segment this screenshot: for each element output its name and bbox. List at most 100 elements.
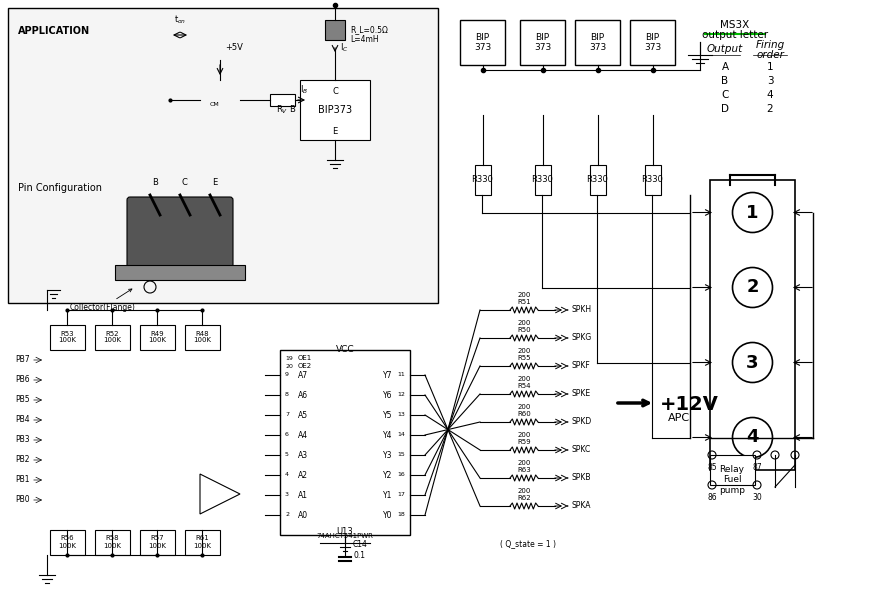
Text: 200: 200 bbox=[517, 292, 531, 298]
Text: R62: R62 bbox=[517, 495, 531, 501]
Text: order: order bbox=[756, 50, 784, 60]
Text: 200: 200 bbox=[517, 432, 531, 438]
Text: 200: 200 bbox=[517, 348, 531, 354]
Text: R330: R330 bbox=[587, 175, 608, 185]
Text: SPKA: SPKA bbox=[572, 501, 591, 510]
Text: R54: R54 bbox=[517, 383, 531, 389]
Text: 74AHCT541PWR: 74AHCT541PWR bbox=[316, 533, 373, 539]
Text: OE1: OE1 bbox=[298, 355, 312, 361]
Text: R59: R59 bbox=[517, 439, 531, 445]
Text: 17: 17 bbox=[397, 492, 405, 498]
Text: R50: R50 bbox=[517, 327, 531, 333]
Text: Y1: Y1 bbox=[382, 491, 392, 500]
Text: Output: Output bbox=[707, 44, 743, 54]
Text: BIP
373: BIP 373 bbox=[589, 33, 606, 52]
Text: ( Q_state = 1 ): ( Q_state = 1 ) bbox=[500, 539, 556, 548]
Text: A2: A2 bbox=[298, 470, 308, 479]
Text: PB0: PB0 bbox=[15, 495, 29, 504]
FancyBboxPatch shape bbox=[127, 197, 233, 278]
Text: 87: 87 bbox=[752, 463, 762, 472]
Text: VCC: VCC bbox=[336, 345, 355, 354]
Bar bbox=[140, 325, 175, 350]
Text: 200: 200 bbox=[517, 404, 531, 410]
Text: E: E bbox=[212, 178, 217, 187]
Text: A6: A6 bbox=[298, 390, 308, 400]
Text: R49
100K: R49 100K bbox=[148, 330, 166, 343]
Text: C: C bbox=[721, 90, 729, 100]
Bar bbox=[185, 530, 220, 555]
Bar bbox=[710, 180, 795, 470]
Text: Pin Configuration: Pin Configuration bbox=[18, 183, 102, 193]
Text: R56
100K: R56 100K bbox=[58, 536, 76, 548]
Text: B: B bbox=[152, 178, 158, 187]
Text: B: B bbox=[722, 76, 729, 86]
Text: R330: R330 bbox=[642, 175, 663, 185]
Text: PB5: PB5 bbox=[15, 396, 29, 405]
Text: 200: 200 bbox=[517, 376, 531, 382]
Text: MS3X: MS3X bbox=[720, 20, 749, 30]
Text: R_L=0.5Ω: R_L=0.5Ω bbox=[350, 26, 388, 34]
Text: 3: 3 bbox=[285, 492, 289, 498]
Text: A7: A7 bbox=[298, 371, 308, 380]
Text: 30: 30 bbox=[752, 493, 762, 502]
Text: Firing: Firing bbox=[756, 40, 785, 50]
Text: R330: R330 bbox=[532, 175, 554, 185]
Text: R$_V$: R$_V$ bbox=[276, 104, 288, 116]
Text: 4: 4 bbox=[766, 90, 773, 100]
Text: R51: R51 bbox=[517, 299, 531, 305]
Text: R57
100K: R57 100K bbox=[148, 536, 166, 548]
Text: SPKC: SPKC bbox=[572, 446, 591, 454]
Text: 14: 14 bbox=[397, 432, 405, 438]
Bar bbox=[270, 94, 295, 106]
Text: R330: R330 bbox=[471, 175, 493, 185]
Bar bbox=[115, 265, 245, 280]
Text: BIP
373: BIP 373 bbox=[534, 33, 551, 52]
Text: SPKF: SPKF bbox=[572, 362, 591, 371]
Text: 9: 9 bbox=[285, 372, 289, 378]
Text: 20: 20 bbox=[285, 364, 292, 368]
Text: I$_C$: I$_C$ bbox=[340, 41, 348, 53]
Text: Y4: Y4 bbox=[382, 431, 392, 440]
Text: 200: 200 bbox=[517, 320, 531, 326]
Bar bbox=[185, 325, 220, 350]
Text: PB2: PB2 bbox=[15, 456, 29, 465]
Text: BIP373: BIP373 bbox=[318, 105, 352, 115]
Text: APPLICATION: APPLICATION bbox=[18, 26, 90, 36]
Text: Relay
Fuel
pump: Relay Fuel pump bbox=[719, 465, 745, 495]
Text: R58
100K: R58 100K bbox=[103, 536, 121, 548]
Text: PB3: PB3 bbox=[15, 435, 29, 444]
Text: U13: U13 bbox=[337, 527, 353, 536]
Text: 16: 16 bbox=[397, 472, 405, 478]
Text: 2: 2 bbox=[746, 279, 758, 296]
Text: C14
0.1: C14 0.1 bbox=[353, 541, 368, 560]
Bar bbox=[589, 165, 605, 195]
Text: CM: CM bbox=[210, 103, 220, 108]
Text: 1: 1 bbox=[746, 204, 758, 222]
Text: 4: 4 bbox=[746, 428, 758, 447]
Text: Y2: Y2 bbox=[382, 470, 392, 479]
Text: R52
100K: R52 100K bbox=[103, 330, 121, 343]
Text: 86: 86 bbox=[707, 493, 717, 502]
Bar bbox=[8, 8, 438, 303]
Text: I$_B$: I$_B$ bbox=[300, 83, 308, 96]
Bar bbox=[710, 455, 755, 485]
Bar bbox=[95, 530, 130, 555]
Text: 200: 200 bbox=[517, 460, 531, 466]
Text: 85: 85 bbox=[707, 463, 717, 472]
Bar bbox=[280, 350, 410, 535]
Text: PB1: PB1 bbox=[15, 476, 29, 485]
Text: 3: 3 bbox=[766, 76, 773, 86]
Text: +12V: +12V bbox=[660, 395, 719, 414]
Text: R63: R63 bbox=[517, 467, 531, 473]
Text: PB4: PB4 bbox=[15, 415, 29, 425]
Bar bbox=[325, 20, 345, 40]
Text: E: E bbox=[332, 128, 338, 137]
Text: R61
100K: R61 100K bbox=[193, 536, 211, 548]
Text: D: D bbox=[721, 104, 729, 114]
Text: Collector(Flange): Collector(Flange) bbox=[70, 289, 136, 312]
Bar bbox=[520, 20, 565, 65]
Text: Y5: Y5 bbox=[382, 410, 392, 419]
Bar bbox=[475, 165, 491, 195]
Text: A3: A3 bbox=[298, 450, 308, 460]
Text: C: C bbox=[332, 87, 338, 96]
